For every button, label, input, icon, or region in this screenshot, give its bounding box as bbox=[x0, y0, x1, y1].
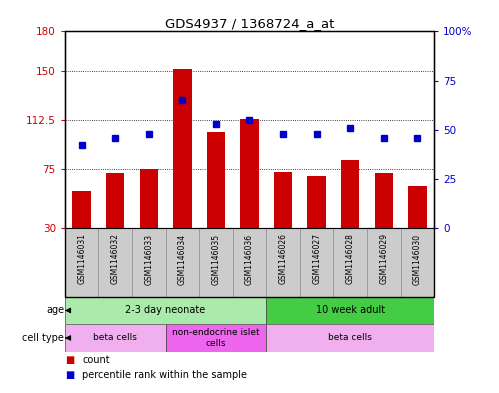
Bar bbox=[166, 324, 266, 352]
Bar bbox=[408, 186, 427, 267]
Text: ■: ■ bbox=[65, 354, 74, 365]
Bar bbox=[266, 297, 434, 324]
Text: GSM1146032: GSM1146032 bbox=[111, 233, 120, 285]
Text: GSM1146027: GSM1146027 bbox=[312, 233, 321, 285]
Bar bbox=[240, 119, 258, 267]
Text: percentile rank within the sample: percentile rank within the sample bbox=[82, 370, 248, 380]
Text: GSM1146033: GSM1146033 bbox=[144, 233, 153, 285]
Text: GSM1146036: GSM1146036 bbox=[245, 233, 254, 285]
Text: GSM1146035: GSM1146035 bbox=[212, 233, 221, 285]
Bar bbox=[266, 324, 434, 352]
Bar bbox=[274, 172, 292, 267]
Bar bbox=[65, 324, 166, 352]
Text: beta cells: beta cells bbox=[93, 334, 137, 342]
Text: GSM1146034: GSM1146034 bbox=[178, 233, 187, 285]
Text: count: count bbox=[82, 354, 110, 365]
Bar bbox=[307, 176, 326, 267]
Text: GSM1146029: GSM1146029 bbox=[379, 233, 388, 285]
Text: ■: ■ bbox=[65, 370, 74, 380]
Text: GSM1146028: GSM1146028 bbox=[346, 233, 355, 284]
Text: beta cells: beta cells bbox=[328, 334, 372, 342]
Text: GSM1146026: GSM1146026 bbox=[278, 233, 287, 285]
Bar bbox=[173, 70, 192, 267]
Bar bbox=[140, 169, 158, 267]
Title: GDS4937 / 1368724_a_at: GDS4937 / 1368724_a_at bbox=[165, 17, 334, 30]
Text: GSM1146030: GSM1146030 bbox=[413, 233, 422, 285]
Bar bbox=[65, 297, 266, 324]
Bar bbox=[341, 160, 359, 267]
Bar bbox=[106, 173, 124, 267]
Bar bbox=[207, 132, 225, 267]
Text: cell type: cell type bbox=[22, 333, 64, 343]
Bar bbox=[72, 191, 91, 267]
Bar bbox=[375, 173, 393, 267]
Text: non-endocrine islet
cells: non-endocrine islet cells bbox=[172, 328, 260, 348]
Text: 10 week adult: 10 week adult bbox=[316, 305, 385, 316]
Text: 2-3 day neonate: 2-3 day neonate bbox=[125, 305, 206, 316]
Text: GSM1146031: GSM1146031 bbox=[77, 233, 86, 285]
Text: age: age bbox=[46, 305, 64, 316]
